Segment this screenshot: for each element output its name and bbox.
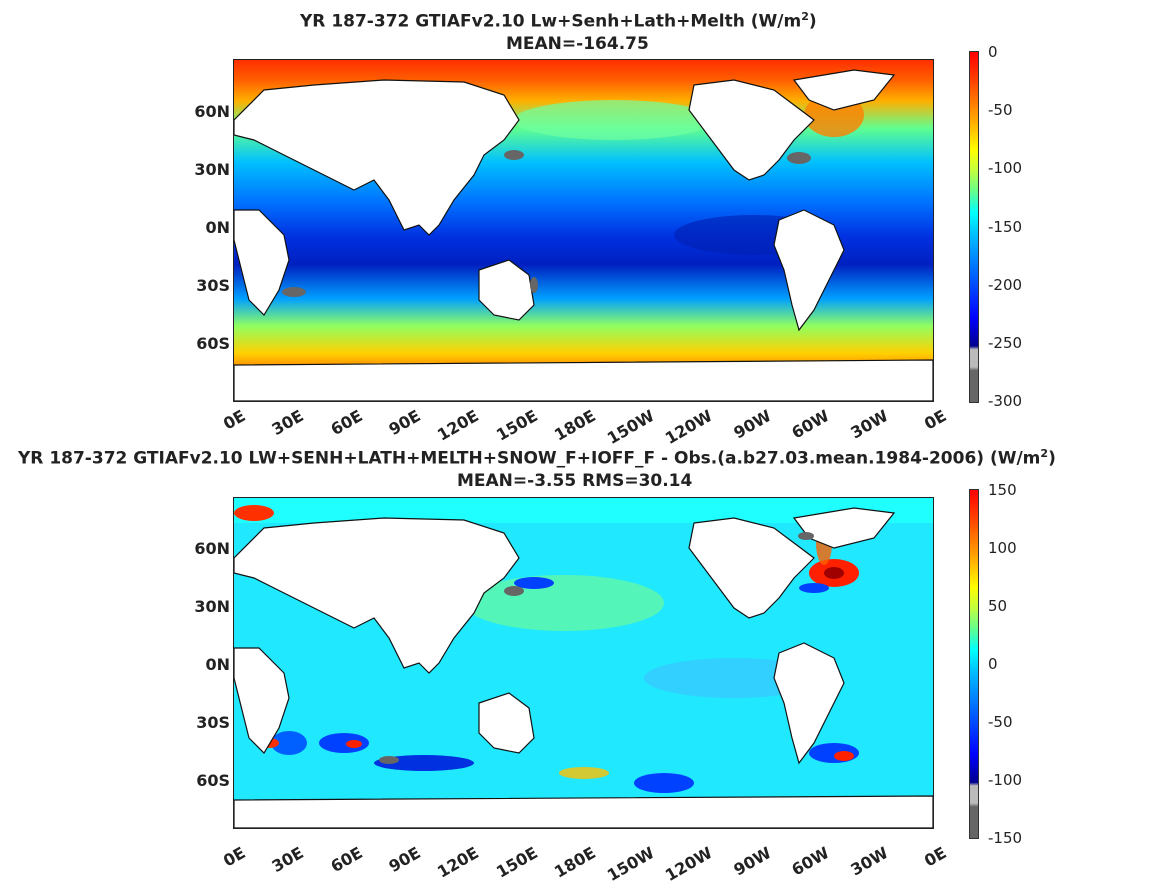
panel2-lon-label: 90W [730, 843, 775, 880]
panel2-lat-label-60s: 60S [196, 771, 230, 790]
panel1-lat-label-60n: 60N [194, 102, 230, 121]
panel2-cbar-tick-6: -150 [988, 829, 1023, 847]
panel1-lat-label-60s: 60S [196, 334, 230, 353]
panel1-title-text: YR 187-372 GTIAFv2.10 Lw+Senh+Lath+Melth… [300, 11, 802, 32]
panel1-map-svg [234, 60, 933, 401]
panel1-lat-label-0n: 0N [205, 218, 230, 237]
panel2-lon-label: 150E [492, 843, 541, 882]
panel1-cbar-tick-4: -200 [988, 276, 1023, 294]
panel2-lon-label: 120E [434, 843, 483, 882]
panel1-cbar-tick-2: -100 [988, 159, 1023, 177]
panel1-lon-label: 180E [551, 406, 599, 445]
panel1-lon-label: 120W [662, 406, 716, 448]
panel1-title: YR 187-372 GTIAFv2.10 Lw+Senh+Lath+Melth… [300, 6, 817, 33]
panel1-lon-label: 60E [327, 406, 366, 440]
panel2-map [233, 497, 934, 829]
panel1-lon-label: 90E [385, 406, 424, 440]
panel2-cbar-tick-4: -50 [988, 713, 1013, 731]
panel2-cbar-tick-0: 150 [988, 481, 1017, 499]
panel1-cbar-tick-6: -300 [988, 392, 1023, 410]
panel2-lon-label: 180E [551, 843, 599, 882]
panel1-lat-label-30s: 30S [196, 276, 230, 295]
panel1-lon-label: 30E [268, 406, 307, 440]
panel2-title-text: YR 187-372 GTIAFv2.10 LW+SENH+LATH+MELTH… [18, 448, 1041, 469]
panel2-lon-label: 120W [662, 843, 716, 885]
panel2-lon-label: 30E [268, 843, 307, 877]
panel1-map [233, 59, 934, 402]
panel2-map-svg [234, 498, 933, 828]
panel1-lat-label-30n: 30N [194, 160, 230, 179]
panel1-cbar-tick-0: 0 [988, 43, 998, 61]
panel2-cbar-tick-2: 50 [988, 597, 1008, 615]
panel1-mean: MEAN=-164.75 [506, 34, 649, 54]
panel2-lat-label-60n: 60N [194, 539, 230, 558]
panel1-lon-label: 30W [847, 406, 892, 443]
panel2-lon-label: 150W [603, 843, 658, 885]
panel2-cbar-tick-1: 100 [988, 539, 1017, 557]
panel2-lon-label: 0E [920, 843, 950, 871]
panel2-lon-label: 30W [847, 843, 892, 880]
panel1-title-sup: 2 [801, 10, 809, 23]
panel2-lon-label: 90E [385, 843, 424, 877]
panel1-lon-label: 150W [603, 406, 658, 448]
panel2-title-sup: 2 [1040, 447, 1049, 460]
panel1-lon-label: 60W [788, 406, 833, 443]
panel2-lon-label: 60W [788, 843, 833, 880]
panel2-lon-label: 0E [219, 843, 249, 871]
panel2-cbar-tick-3: 0 [988, 655, 998, 673]
panel2-lat-label-30n: 30N [194, 597, 230, 616]
panel1-lon-label: 150E [492, 406, 541, 445]
panel2-title: YR 187-372 GTIAFv2.10 LW+SENH+LATH+MELTH… [18, 443, 1056, 470]
panel2-title-end: ) [1048, 448, 1056, 469]
panel1-lon-label: 90W [730, 406, 775, 443]
panel2-lat-label-0n: 0N [205, 655, 230, 674]
panel1-colorbar [969, 51, 979, 403]
panel2-grey-patches [379, 532, 814, 764]
panel1-land [234, 69, 933, 401]
panel2-lon-label: 60E [327, 843, 366, 877]
panel1-cbar-tick-3: -150 [988, 218, 1023, 236]
panel2-lat-label-30s: 30S [196, 713, 230, 732]
panel1-cbar-tick-1: -50 [988, 101, 1013, 119]
panel1-lon-label: 0E [920, 406, 950, 434]
panel1-lon-label: 120E [434, 406, 483, 445]
panel1-npacific-patch [514, 100, 714, 140]
panel1-grey-patches [282, 150, 811, 297]
panel1-cbar-tick-5: -250 [988, 334, 1023, 352]
panel2-cbar-tick-5: -100 [988, 771, 1023, 789]
panel2-land [234, 507, 933, 828]
panel1-title-end: ) [808, 11, 817, 32]
panel1-lon-label: 0E [219, 406, 249, 434]
panel2-colorbar [969, 489, 979, 839]
panel2-mean: MEAN=-3.55 RMS=30.14 [457, 471, 693, 491]
